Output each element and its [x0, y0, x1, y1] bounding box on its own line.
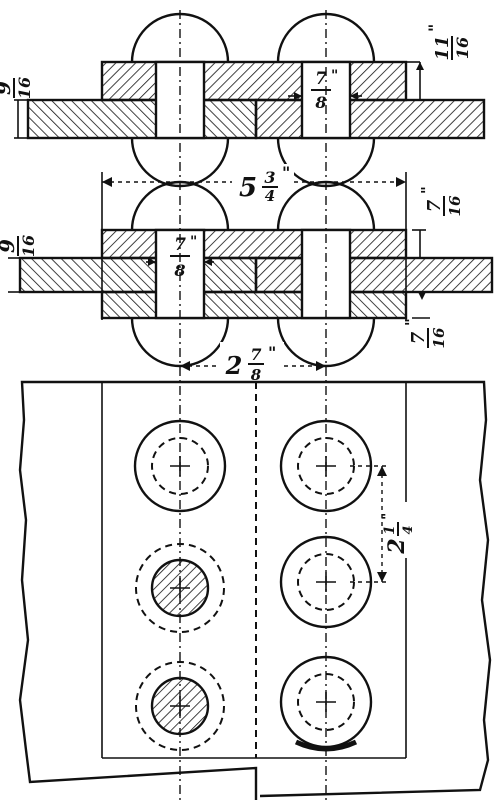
svg-text:16: 16: [19, 235, 38, 257]
svg-text:": ": [190, 234, 197, 250]
main-plate-mid-left: [18, 256, 258, 294]
plate-outline-left: [18, 380, 258, 800]
svg-text:16: 16: [430, 327, 448, 348]
rivet-plan-r1c2: [279, 419, 373, 513]
svg-text:7: 7: [424, 199, 445, 212]
svg-text:": ": [0, 224, 10, 232]
dim-top-rivet-diameter: 7 8 ": [288, 68, 362, 112]
svg-text:7: 7: [315, 69, 327, 89]
svg-text:9: 9: [0, 81, 15, 95]
lower-strap: [100, 290, 408, 320]
svg-text:7: 7: [408, 331, 429, 344]
svg-text:8: 8: [314, 93, 326, 112]
cover-strap: [100, 60, 408, 102]
svg-text:16: 16: [453, 37, 472, 59]
rivet-head-mid-top-left: [130, 180, 230, 231]
svg-text:4: 4: [401, 525, 416, 534]
svg-text:5: 5: [239, 173, 257, 203]
rivet-head-mid-top-right: [276, 180, 376, 231]
rivet-plan-r3c2: [279, 655, 373, 752]
svg-text:": ": [331, 68, 338, 84]
dim-rivet-spacing-horizontal: 2 7 8 ": [180, 342, 326, 384]
svg-text:": ": [380, 513, 396, 520]
main-plate-left: [26, 98, 258, 140]
dim-mid-right-lower: 7 16 ": [402, 318, 448, 348]
rivet-plan-r2c2: [279, 535, 373, 629]
dim-top-right-thickness: 11 16 ": [425, 24, 472, 61]
svg-text:": ": [425, 24, 444, 32]
rivet-plan-r2c1-cut: [135, 543, 225, 633]
svg-text:11: 11: [432, 35, 453, 60]
rivet-plan-r3c1-cut: [135, 661, 225, 751]
dim-mid-left-thickness: 9 16 ": [0, 224, 38, 257]
dim-mid-rivet-diameter: 7 8 ": [146, 234, 214, 280]
dim-rivet-pitch-vertical: 2 1 4 ": [350, 465, 418, 583]
svg-text:16: 16: [446, 195, 464, 216]
svg-text:1: 1: [382, 525, 398, 535]
upper-strap: [100, 228, 408, 260]
svg-text:2: 2: [384, 538, 410, 554]
svg-text:8: 8: [173, 261, 185, 280]
rivet-plan-r1c1: [133, 419, 227, 513]
plan-view: [18, 380, 492, 800]
svg-text:": ": [402, 318, 420, 326]
main-plate-right: [254, 98, 486, 140]
svg-text:3: 3: [264, 168, 275, 187]
svg-text:2: 2: [225, 351, 243, 380]
svg-text:": ": [268, 343, 276, 362]
dim-top-left-thickness: 9 16: [0, 77, 34, 99]
main-plate-mid-right: [254, 256, 494, 294]
svg-text:": ": [282, 163, 290, 182]
svg-text:16: 16: [15, 77, 34, 99]
svg-text:7: 7: [174, 235, 186, 255]
middle-section-view: [8, 180, 494, 800]
svg-text:7: 7: [250, 345, 261, 364]
svg-text:4: 4: [265, 187, 275, 205]
dim-mid-right-upper: 7 16 ": [418, 186, 464, 216]
top-section-view: [14, 10, 486, 190]
plate-outline-right: [256, 380, 492, 798]
svg-text:": ": [418, 186, 436, 194]
svg-text:9: 9: [0, 239, 19, 253]
svg-text:8: 8: [251, 366, 262, 384]
